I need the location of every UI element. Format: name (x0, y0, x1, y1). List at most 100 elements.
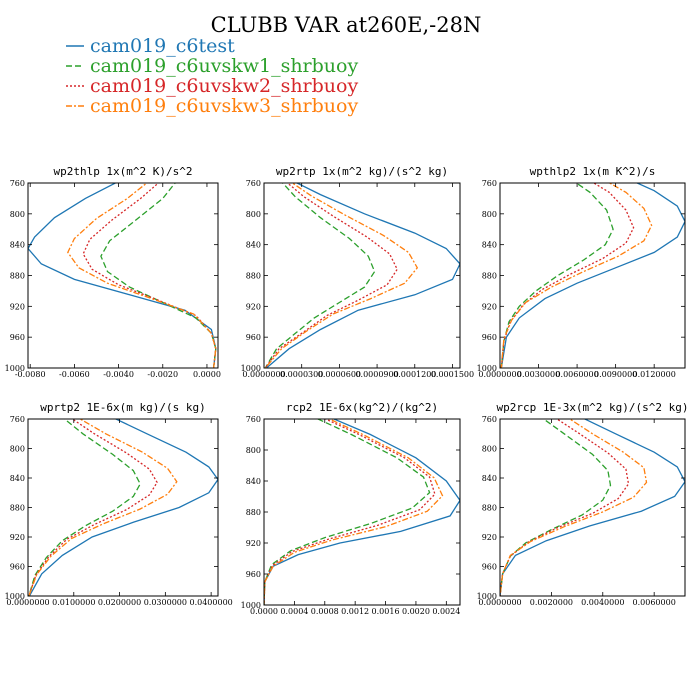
panel: wp2thlp 1x(m^2 K)/s^2 760 800 840 880 920 960 1… (5, 165, 221, 379)
x-tick-label: 0.0001200 (393, 370, 436, 379)
x-tick-label: 0.0000 (250, 607, 278, 616)
y-tick-label: 920 (10, 302, 25, 311)
series-line (82, 183, 217, 368)
y-tick-label: 960 (482, 563, 497, 572)
series-group (500, 183, 685, 368)
y-tick-label: 840 (246, 477, 261, 486)
y-tick-label: 960 (482, 333, 497, 342)
panel: rcp2 1E-6x(kg^2)/(kg^2) 760 800 840 880 920 96… (241, 401, 461, 616)
series-line (100, 183, 217, 368)
series-line (500, 183, 635, 368)
y-tick-label: 920 (246, 302, 261, 311)
plot-frame (499, 182, 686, 369)
series-line (266, 183, 460, 368)
series-group (28, 419, 218, 596)
y-tick-label: 840 (482, 474, 497, 483)
series-line (500, 419, 612, 596)
y-tick-label: 800 (10, 210, 25, 219)
x-tick-label: 0.0100000 (52, 598, 95, 607)
x-tick-label: 0.0000000 (6, 598, 49, 607)
plot-frame (27, 418, 219, 597)
panel: wp2rcp 1E-3x(m^2 kg)/(s^2 kg)760 800 840 88… (477, 401, 689, 607)
series-line (500, 419, 648, 596)
plot-frame (499, 418, 686, 597)
x-tick-label: 0.0000000 (478, 370, 521, 379)
x-tick-label: -0.0040 (103, 370, 134, 379)
plot-frame (27, 182, 219, 369)
series-group (28, 183, 217, 368)
series-line (500, 419, 630, 596)
x-tick-label: 0.0000300 (280, 370, 323, 379)
panel-title: wp2rtp 1x(m^2 kg)/(s^2 kg) (276, 165, 448, 178)
x-tick-label: 0.0060000 (555, 370, 598, 379)
y-tick-label: 840 (10, 241, 25, 250)
panels: wp2thlp 1x(m^2 K)/s^2 760 800 840 880 920 960 1… (5, 165, 689, 616)
panel: wpthlp2 1x(m K^2)/s 760 800 840 880 920 960 100… (477, 165, 686, 379)
y-tick-label: 760 (10, 179, 25, 188)
series-line (264, 419, 431, 605)
panel-title: wp2thlp 1x(m^2 K)/s^2 (53, 165, 192, 178)
x-tick-label: 0.0120000 (633, 370, 676, 379)
legend-label: cam019_c6test (90, 35, 235, 57)
series-group (264, 419, 460, 605)
legend-label: cam019_c6uvskw1_shrbuoy (90, 55, 358, 77)
y-tick-label: 1000 (477, 364, 497, 373)
series-line (28, 419, 178, 596)
y-tick-label: 920 (246, 539, 261, 548)
x-tick-label: 0.0016 (372, 607, 400, 616)
x-tick-label: -0.0080 (15, 370, 46, 379)
x-tick-label: -0.0060 (59, 370, 90, 379)
series-line (500, 183, 614, 368)
series-line (264, 183, 376, 368)
y-tick-label: 760 (246, 415, 261, 424)
series-group (500, 419, 685, 596)
x-tick-label: 0.0000900 (355, 370, 398, 379)
x-tick-label: 0.0012 (341, 607, 369, 616)
x-tick-label: 0.0200000 (98, 598, 141, 607)
series-line (67, 183, 217, 368)
legend-label: cam019_c6uvskw3_shrbuoy (90, 95, 358, 117)
series-line (500, 183, 685, 368)
panel: wp2rtp 1x(m^2 kg)/(s^2 kg) 760 800 840 880 92… (241, 165, 474, 379)
legend-label: cam019_c6uvskw2_shrbuoy (90, 75, 358, 97)
series-line (264, 419, 444, 605)
panel-title: rcp2 1E-6x(kg^2)/(kg^2) (286, 401, 438, 414)
x-tick-label: 0.0400000 (189, 598, 232, 607)
y-tick-label: 760 (482, 179, 497, 188)
series-line (28, 419, 158, 596)
x-tick-label: -0.0020 (147, 370, 178, 379)
x-tick-label: 0.0060000 (633, 598, 676, 607)
y-tick-label: 880 (246, 508, 261, 517)
x-tick-label: 0.0000600 (318, 370, 361, 379)
x-tick-label: 0.0300000 (144, 598, 187, 607)
plot-frame (263, 418, 461, 606)
y-tick-label: 960 (246, 570, 261, 579)
y-tick-label: 920 (482, 302, 497, 311)
y-tick-label: 840 (482, 241, 497, 250)
y-tick-label: 960 (10, 333, 25, 342)
y-tick-label: 760 (10, 415, 25, 424)
y-tick-label: 960 (10, 563, 25, 572)
panel: wprtp2 1E-6x(m kg)/(s kg) 760 800 840 880 920… (5, 401, 233, 607)
figure-title: CLUBB VAR at260E,-28N (211, 13, 482, 37)
y-tick-label: 1000 (241, 601, 261, 610)
x-tick-label: 0.0000000 (242, 370, 285, 379)
y-tick-label: 800 (246, 446, 261, 455)
series-line (28, 419, 141, 596)
y-tick-label: 800 (10, 445, 25, 454)
y-tick-label: 880 (10, 504, 25, 513)
series-line (264, 183, 398, 368)
series-group (264, 183, 460, 368)
series-line (264, 183, 419, 368)
panel-title: wp2rcp 1E-3x(m^2 kg)/(s^2 kg) (496, 401, 688, 414)
y-tick-label: 1000 (5, 364, 25, 373)
series-line (500, 419, 685, 596)
x-tick-label: 0.0020000 (530, 598, 573, 607)
y-tick-label: 840 (246, 241, 261, 250)
legend: cam019_c6testcam019_c6uvskw1_shrbuoycam0… (66, 35, 358, 117)
x-tick-label: 0.0000 (193, 370, 221, 379)
y-tick-label: 800 (246, 210, 261, 219)
y-tick-label: 800 (482, 445, 497, 454)
y-tick-label: 1000 (5, 592, 25, 601)
